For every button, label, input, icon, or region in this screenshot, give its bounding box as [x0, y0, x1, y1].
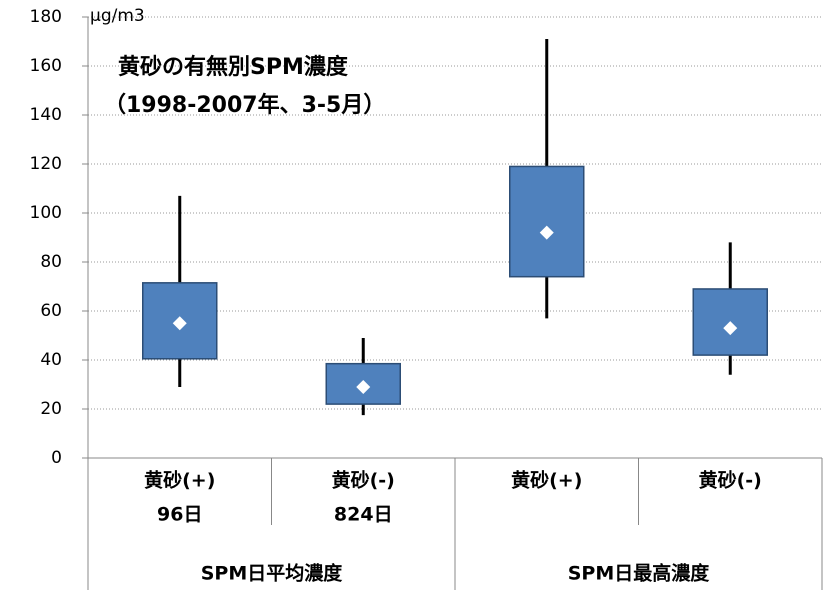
y-tick-label: 40	[40, 350, 62, 370]
group-label: SPM日最高濃度	[568, 562, 711, 585]
y-tick-label: 80	[40, 252, 62, 272]
chart-subtitle: （1998-2007年、3-5月）	[104, 92, 385, 118]
y-tick-label: 20	[40, 399, 62, 419]
mean-marker	[172, 316, 187, 331]
y-tick-label: 120	[30, 154, 62, 174]
y-tick-label: 180	[30, 7, 62, 27]
x-tick-label: 96日	[157, 504, 202, 526]
x-tick-label: 黄砂(-)	[699, 469, 762, 492]
x-tick-label: 黄砂(+)	[511, 469, 582, 492]
y-tick-label: 140	[30, 105, 62, 125]
y-tick-label: 100	[30, 203, 62, 223]
y-tick-label: 160	[30, 56, 62, 76]
x-tick-label: 黄砂(-)	[332, 469, 395, 492]
y-unit: μg/m3	[90, 6, 145, 26]
group-label: SPM日平均濃度	[201, 562, 344, 585]
y-tick-label: 60	[40, 301, 62, 321]
x-tick-label: 黄砂(+)	[144, 469, 215, 492]
box	[509, 165, 585, 278]
y-tick-label: 0	[51, 448, 62, 468]
chart-title: 黄砂の有無別SPM濃度	[118, 54, 349, 80]
mean-marker	[356, 379, 371, 394]
mean-marker	[723, 321, 738, 336]
x-tick-label: 824日	[334, 504, 393, 526]
mean-marker	[539, 225, 554, 240]
